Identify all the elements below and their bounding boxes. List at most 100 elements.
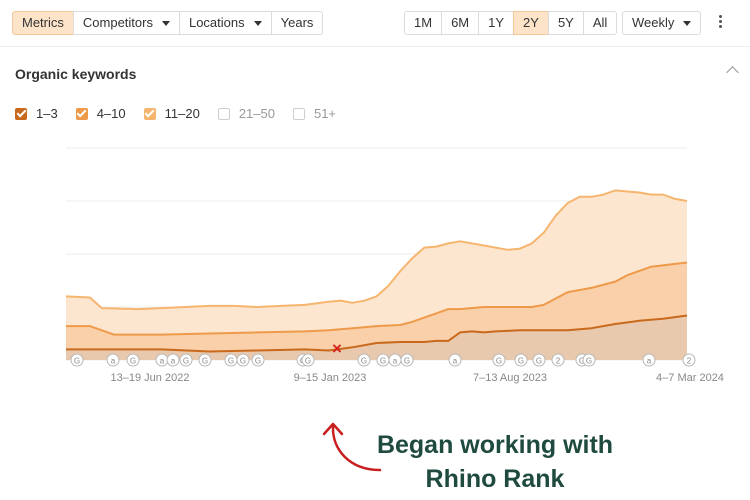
svg-text:a: a [171,357,176,366]
line-series-4–10[interactable] [66,261,688,336]
event-marker-icon[interactable]: a [106,353,120,367]
event-marker-icon[interactable]: G [582,353,596,367]
more-options-icon[interactable] [716,14,724,30]
annotation-text: Began working with Rhino Rank [350,428,640,496]
toolbar: Metrics Competitors Locations Years 1M 6… [12,11,738,35]
event-marker-icon[interactable]: G [126,353,140,367]
tab-competitors[interactable]: Competitors [72,11,180,35]
svg-text:G: G [361,357,367,366]
event-marker-icon[interactable]: G [251,353,265,367]
event-marker-icon[interactable]: a [642,353,656,367]
event-marker-icon[interactable]: G [376,353,390,367]
legend: 1–3 4–10 11–20 21–50 51+ [15,106,354,121]
svg-text:a: a [647,357,652,366]
interval-select[interactable]: Weekly [622,11,702,35]
svg-text:G: G [579,357,585,366]
legend-item-0[interactable]: 1–3 [15,106,58,121]
event-marker-icon[interactable]: G [514,353,528,367]
legend-label: 11–20 [164,106,200,121]
svg-text:G: G [518,357,524,366]
chevron-down-icon [161,20,170,26]
svg-text:G: G [183,357,189,366]
annotation-line-1: Began working with [376,431,614,459]
line-series-11–20[interactable] [65,189,688,311]
legend-label: 1–3 [36,106,58,121]
arrow-curve [331,424,382,472]
event-marker-icon[interactable]: G [224,353,238,367]
line-series-1–3[interactable] [66,314,688,353]
legend-item-2[interactable]: 11–20 [143,106,200,121]
event-marker-icon[interactable]: G [532,353,546,367]
tab-locations-label: Locations [188,15,245,30]
range-1m-label: 1M [414,15,433,30]
svg-text:G: G [496,357,502,366]
checkbox-unchecked-icon[interactable] [217,107,230,120]
svg-text:2: 2 [556,357,561,366]
svg-text:a: a [111,357,116,366]
svg-text:G: G [255,357,261,366]
event-marker-icon[interactable]: G [70,353,84,367]
range-1y-button[interactable]: 1Y [478,11,515,35]
range-5y-label: 5Y [557,15,574,30]
checkbox-checked-icon[interactable] [15,107,27,120]
tab-years[interactable]: Years [270,11,324,35]
range-6m-button[interactable]: 6M [441,11,480,35]
event-marker-icon[interactable]: a [448,353,462,367]
tab-metrics[interactable]: Metrics [12,11,74,35]
event-marker-icon[interactable]: G [492,353,506,367]
range-2y-label: 2Y [523,15,539,30]
range-all-label: All [592,15,608,30]
event-marker-icon[interactable]: 2 [551,353,565,367]
svg-text:G: G [404,357,410,366]
range-6m-label: 6M [451,15,470,30]
event-marker-icon[interactable]: G [301,353,315,367]
event-marker-icon[interactable]: a [166,353,180,367]
range-2y-button[interactable]: 2Y [513,11,549,35]
event-markers: GaGaaGGGGGGGGGaGaGGG2GGa2× [70,339,696,367]
legend-item-1[interactable]: 4–10 [75,106,126,121]
x-axis-ticks: 13–19 Jun 2022 9–15 Jan 2023 7–13 Aug 2023… [111,372,724,384]
x-tick-label: 7–13 Aug 2023 [473,372,547,384]
event-marker-icon[interactable]: G [236,353,250,367]
chevron-down-icon [253,20,262,26]
svg-text:G: G [74,357,80,366]
legend-label: 4–10 [96,106,126,121]
tab-locations[interactable]: Locations [178,11,272,35]
event-marker-icon[interactable]: 2 [682,353,696,367]
svg-text:2: 2 [687,357,692,366]
checkbox-checked-icon[interactable] [143,107,156,120]
svg-text:G: G [240,357,246,366]
start-marker-x: × [332,339,342,358]
tab-metrics-label: Metrics [22,15,64,30]
checkbox-checked-icon[interactable] [75,107,88,120]
range-all-button[interactable]: All [582,11,618,35]
event-marker-icon[interactable]: G [400,353,414,367]
arrow-head-icon [322,422,344,436]
legend-item-4[interactable]: 51+ [292,106,336,121]
tab-competitors-label: Competitors [82,15,153,30]
area-series-1–3 [66,315,687,360]
panel-title: Organic keywords [15,66,137,82]
event-marker-icon[interactable]: a [388,353,402,367]
toolbar-divider [0,46,750,47]
event-marker-icon[interactable]: a [155,353,169,367]
svg-text:G: G [586,357,592,366]
legend-item-3[interactable]: 21–50 [217,106,275,121]
event-marker-icon[interactable]: G [357,353,371,367]
legend-label: 21–50 [238,106,275,121]
chart-areas [65,189,688,360]
event-marker-icon[interactable]: G [198,353,212,367]
svg-text:G: G [305,357,311,366]
annotation-arrow [322,422,382,472]
svg-text:G: G [380,357,386,366]
svg-text:G: G [130,357,136,366]
checkbox-unchecked-icon[interactable] [292,107,305,120]
svg-text:G: G [228,357,234,366]
x-tick-label: 4–7 Mar 2024 [656,372,724,384]
range-button-group: 1M 6M 1Y 2Y 5Y All [404,11,618,35]
svg-text:a: a [393,357,398,366]
event-marker-icon[interactable]: G [179,353,193,367]
range-1m-button[interactable]: 1M [404,11,443,35]
metric-tab-group: Metrics Competitors Locations Years [12,11,324,35]
